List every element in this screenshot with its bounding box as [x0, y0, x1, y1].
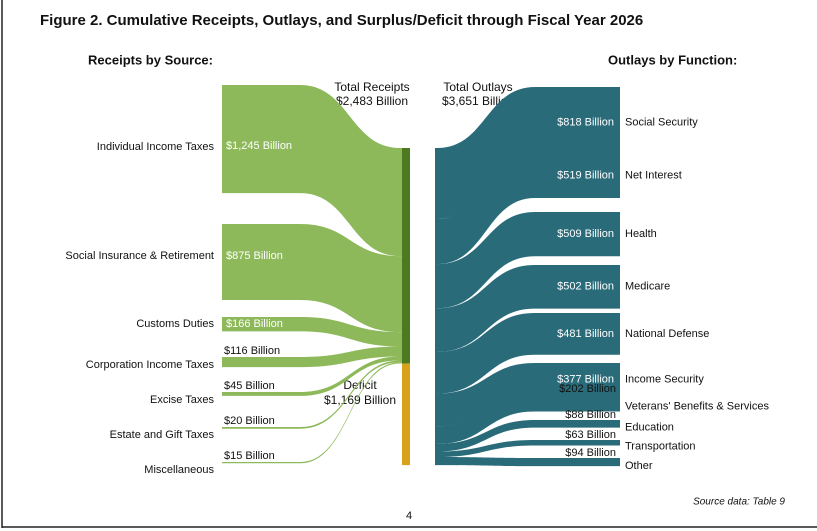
receipt-value: $875 Billion	[226, 250, 283, 262]
outlay-value: $502 Billion	[557, 281, 614, 293]
left-title: Receipts by Source:	[88, 52, 213, 67]
receipt-label: Miscellaneous	[144, 464, 214, 476]
source-note: Source data: Table 9	[693, 497, 785, 508]
outlay-value: $202 Billion	[559, 383, 616, 395]
total-outlays-label: Total Outlays	[443, 80, 512, 94]
outlay-label: Social Security	[625, 116, 698, 128]
total-receipts-value: $2,483 Billion	[336, 94, 408, 108]
deficit-label: Deficit	[343, 378, 377, 392]
outlay-flow	[435, 394, 620, 444]
outlay-flow	[435, 440, 620, 458]
chart-title: Figure 2. Cumulative Receipts, Outlays, …	[40, 12, 643, 29]
receipt-value: $45 Billion	[224, 380, 275, 392]
deficit-bar	[402, 363, 410, 466]
outlay-label: Health	[625, 228, 657, 240]
outlay-flow	[435, 265, 620, 352]
outlay-value: $481 Billion	[557, 328, 614, 340]
receipt-flow	[222, 356, 402, 396]
outlay-flow	[435, 457, 620, 467]
total-receipts-bar	[402, 148, 410, 364]
page-number: 4	[406, 510, 412, 522]
outlay-label: Net Interest	[625, 169, 682, 181]
outlay-flow	[435, 153, 620, 265]
receipt-label: Excise Taxes	[150, 394, 214, 406]
outlay-label: Medicare	[625, 281, 670, 293]
outlay-label: National Defense	[625, 328, 709, 340]
outlay-value: $519 Billion	[557, 169, 614, 181]
outlay-label: Education	[625, 422, 674, 434]
receipt-value: $20 Billion	[224, 415, 275, 427]
right-title: Outlays by Function:	[608, 52, 737, 67]
receipt-label: Customs Duties	[136, 318, 214, 330]
outlay-value: $63 Billion	[565, 429, 616, 441]
receipt-flow	[222, 85, 402, 257]
deficit-value: $1,169 Billion	[324, 393, 396, 407]
outlay-label: Income Security	[625, 373, 704, 385]
receipt-flow	[222, 317, 402, 347]
receipt-label: Corporation Income Taxes	[86, 359, 215, 371]
receipt-value: $166 Billion	[226, 318, 283, 330]
receipt-value: $1,245 Billion	[226, 140, 292, 152]
outlay-value: $509 Billion	[557, 228, 614, 240]
total-receipts-label: Total Receipts	[334, 80, 409, 94]
receipt-flow	[222, 224, 402, 333]
outlay-value: $377 Billion	[557, 373, 614, 385]
outlay-value: $818 Billion	[557, 116, 614, 128]
outlay-flow	[435, 313, 620, 394]
outlay-label: Transportation	[625, 441, 696, 453]
total-outlays-value: $3,651 Billion	[442, 94, 514, 108]
outlay-flow	[435, 420, 620, 452]
outlay-value: $88 Billion	[565, 409, 616, 421]
receipt-value: $15 Billion	[224, 450, 275, 462]
outlay-label: Veterans' Benefits & Services	[625, 401, 769, 413]
outlay-value: $94 Billion	[565, 447, 616, 459]
receipt-value: $116 Billion	[224, 345, 280, 357]
receipt-label: Estate and Gift Taxes	[110, 429, 215, 441]
receipt-label: Individual Income Taxes	[97, 141, 215, 153]
receipt-label: Social Insurance & Retirement	[65, 250, 214, 262]
outlay-label: Other	[625, 460, 653, 472]
outlay-flow	[435, 212, 620, 309]
receipt-flow	[222, 346, 402, 368]
outlay-flow	[435, 87, 620, 220]
